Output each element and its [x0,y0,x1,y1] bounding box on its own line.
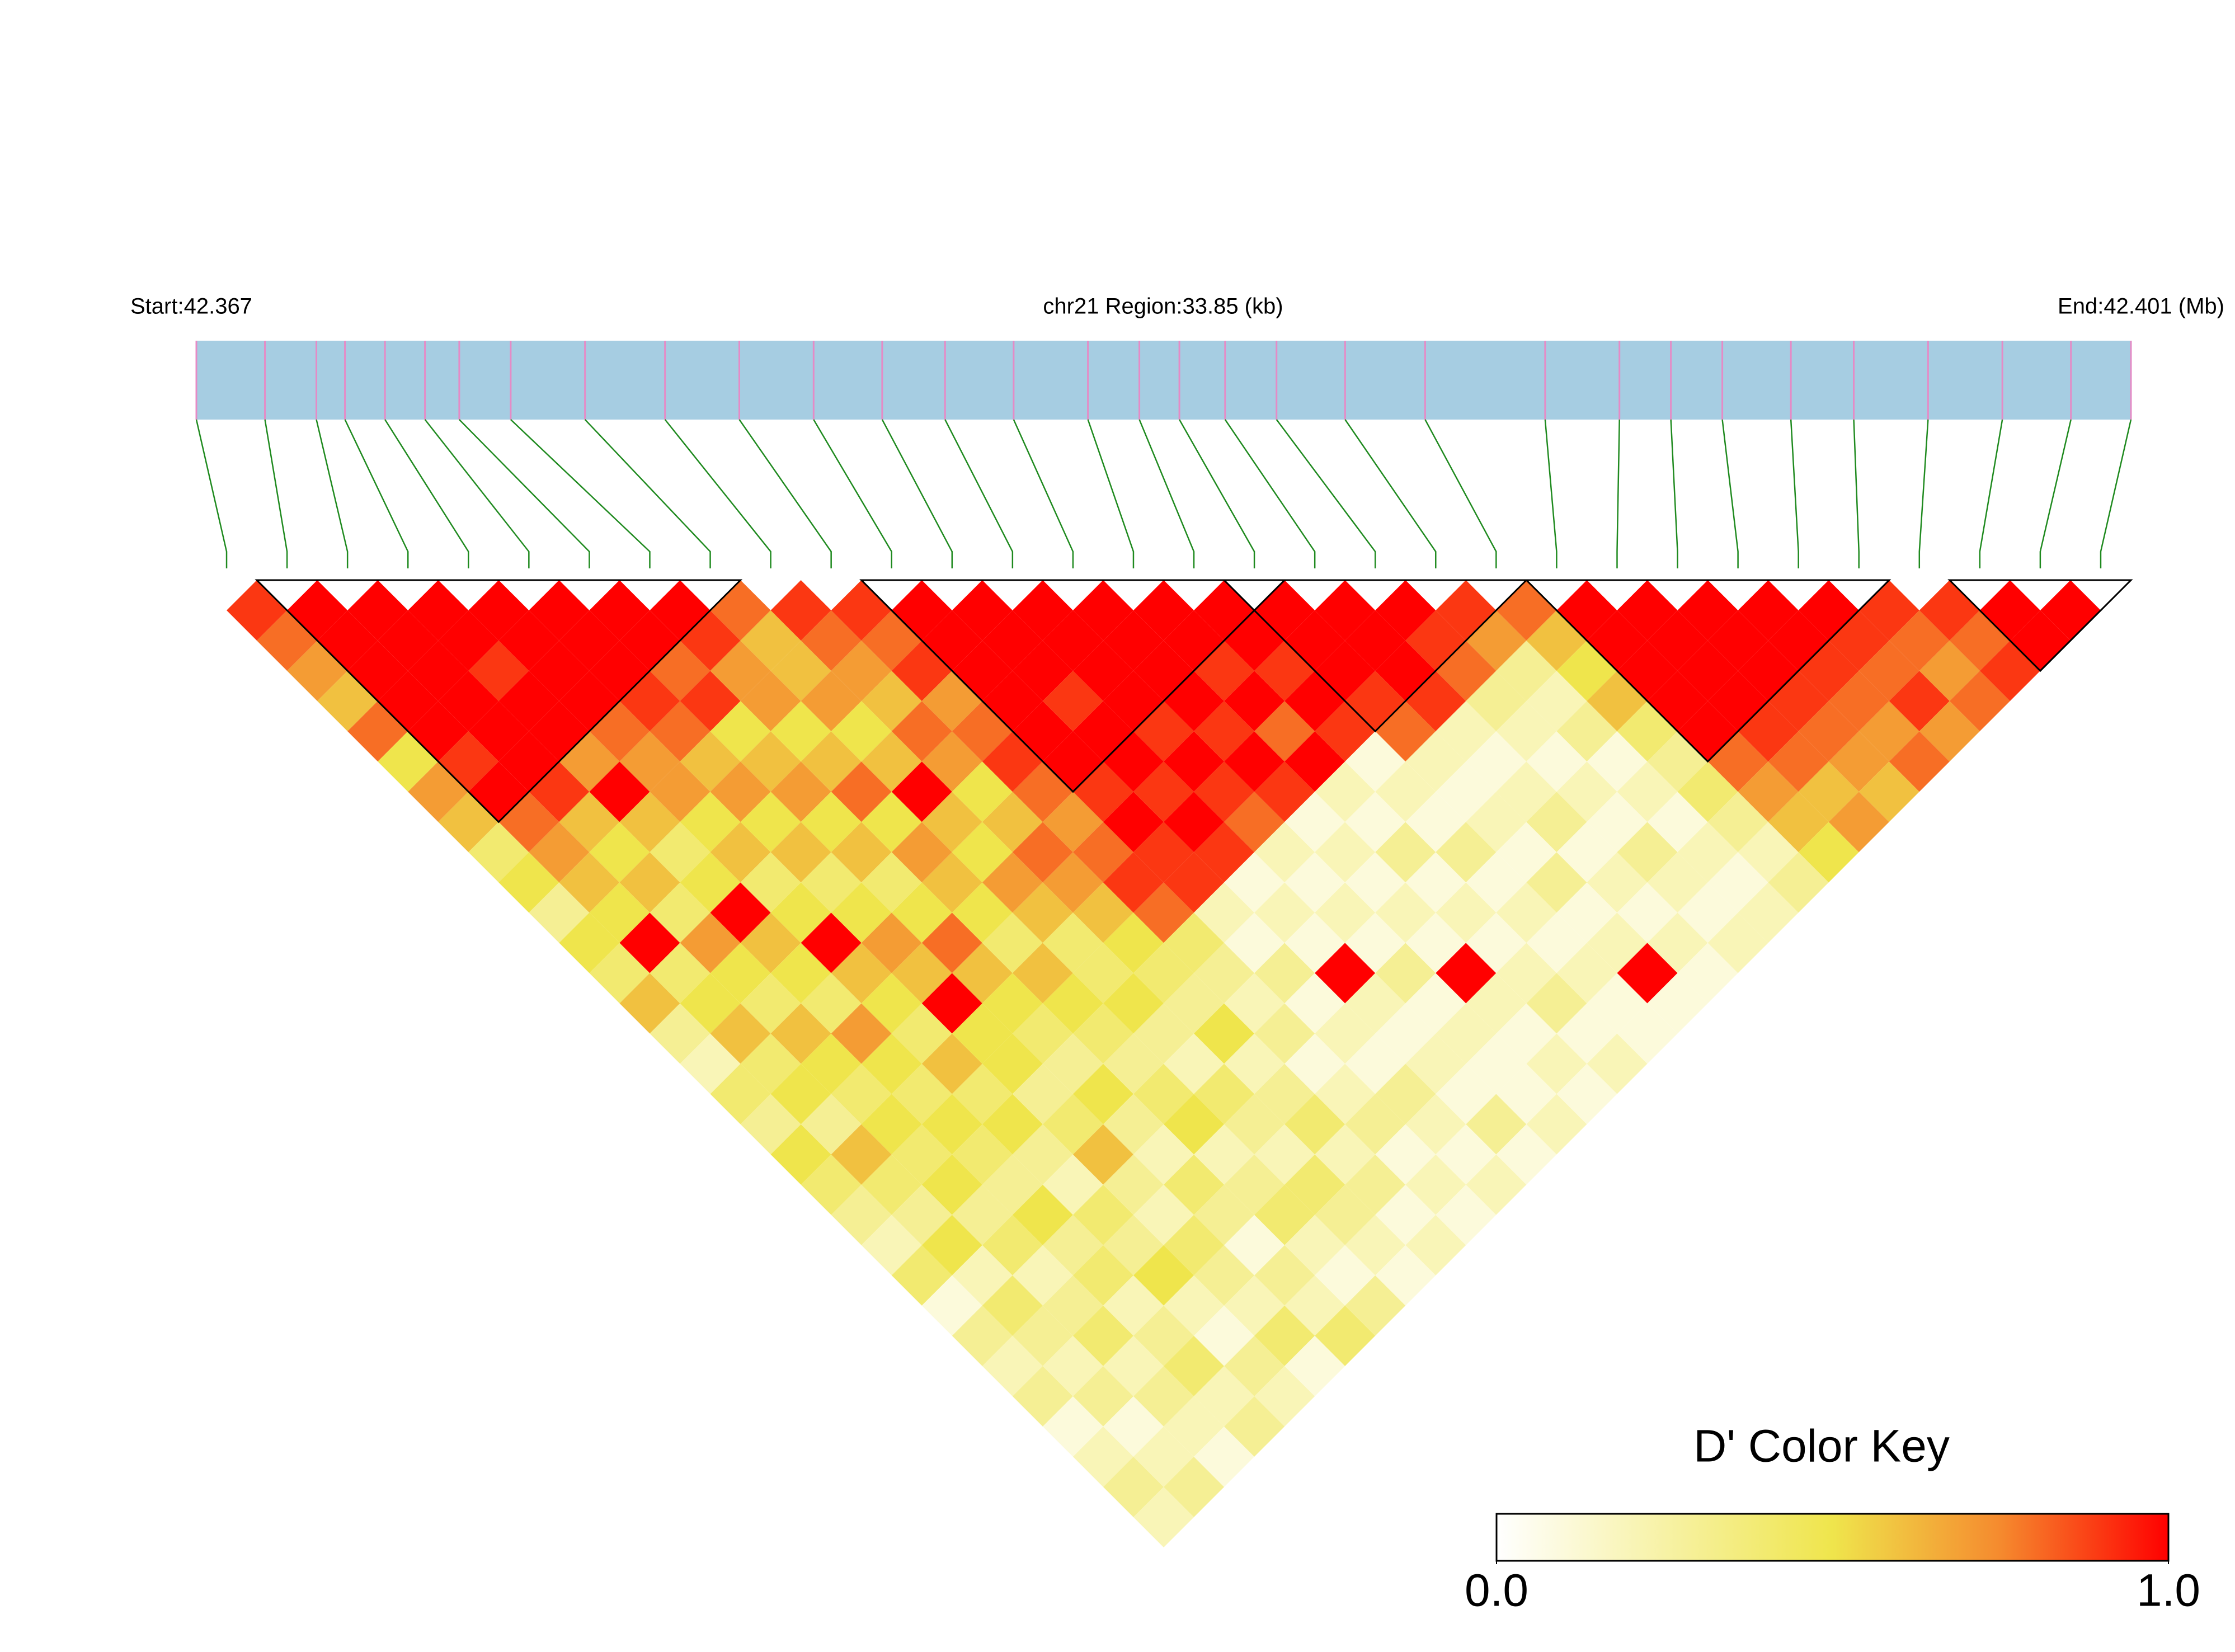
snp-connector [264,419,288,568]
snp-connector [881,419,953,568]
region-bar [196,341,2131,420]
snp-connector [1276,419,1376,568]
snp-connector [316,419,349,568]
snp-connector [2100,419,2132,568]
color-key-title: D' Color Key [1693,1421,1950,1472]
color-key-tick-label: 1.0 [2137,1565,2200,1616]
ld-block-outline [1947,579,2133,672]
snp-connector [1616,419,1620,568]
snp-connector [1138,419,1195,568]
snp-connector [1344,419,1437,568]
snp-connector [510,419,651,568]
snp-connector [424,419,530,568]
color-key-bar [1495,1513,2170,1562]
snp-connector [1179,419,1255,568]
snp-connector [1790,419,1799,568]
region-label: chr21 Region:33.85 (kb) [1043,294,1283,319]
snp-connector [1013,419,1074,568]
snp-connector [944,419,1014,568]
ld-block-outline [255,579,743,823]
snp-connector [344,419,409,568]
snp-connector [1721,419,1739,568]
end-label: End:42.401 (Mb) [2058,294,2224,319]
snp-connector [584,419,711,568]
ld-block-outline [1222,579,1528,733]
snp-connector [1979,419,2003,568]
color-key-tick-label: 0.0 [1465,1565,1528,1616]
snp-connector [664,419,771,568]
snp-connector [384,419,469,568]
snp-connector [1424,419,1497,568]
start-label: Start:42.367 [130,294,252,319]
snp-connector [1670,419,1678,568]
snp-connector [195,419,228,568]
snp-connector [459,419,590,568]
ld-block-outline [1524,579,1891,763]
snp-connector [1918,419,1929,568]
snp-connector [738,419,832,568]
ld-block-outline [859,579,1287,793]
snp-connector [1087,419,1135,568]
snp-connector [813,419,892,568]
snp-connector [1544,419,1558,568]
snp-connector [1853,419,1860,568]
snp-connector [2039,419,2072,568]
snp-connector [1224,419,1316,568]
